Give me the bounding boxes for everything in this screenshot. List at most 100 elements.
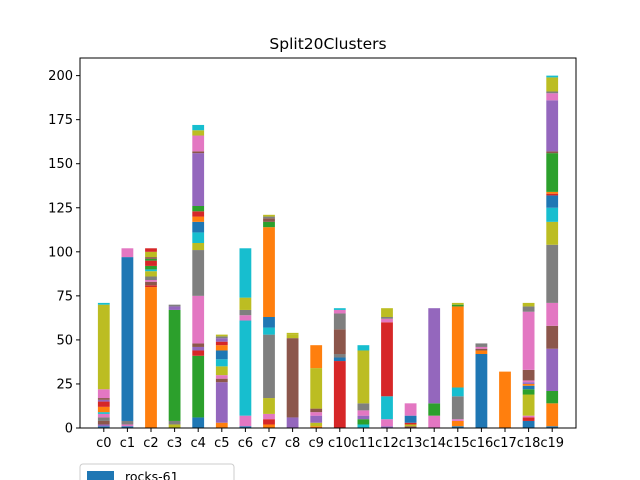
bar-segment-c12-1 bbox=[381, 419, 393, 427]
legend: rocks-61 bbox=[79, 463, 235, 480]
plot-frame bbox=[79, 57, 577, 429]
bar-segment-c4-1 bbox=[192, 355, 205, 418]
bar-segment-c0-1 bbox=[97, 424, 110, 427]
bar-segment-c4-5 bbox=[192, 295, 205, 344]
bar-segment-c11-3 bbox=[357, 410, 370, 416]
bar-segment-c16-3 bbox=[475, 346, 488, 349]
bar-segment-c2-7 bbox=[145, 265, 157, 270]
x-tick-label-c2: c2 bbox=[143, 436, 158, 451]
bar-segment-c15-5 bbox=[451, 306, 464, 388]
x-axis: c0 c1 c2 c3 c4 c5 c6 c7 c8 c9 c10 c11 c12 c13 c14 c15 c1… bbox=[96, 428, 564, 451]
bar-segment-c18-3 bbox=[522, 394, 535, 416]
bar-segment-c3-1 bbox=[168, 420, 181, 425]
x-tick-label-c18: c18 bbox=[517, 436, 541, 451]
y-tick-label-125: 125 bbox=[48, 201, 73, 216]
bar-segment-c17-0 bbox=[499, 371, 511, 428]
bar-segment-c18-1 bbox=[522, 417, 535, 421]
bar-segment-c12-6 bbox=[381, 308, 393, 317]
bar-segment-c2-9 bbox=[145, 258, 157, 261]
bar-segment-c10-2 bbox=[333, 354, 346, 358]
bar-segment-c19-16 bbox=[546, 91, 559, 94]
bar-segment-c7-9 bbox=[263, 218, 275, 222]
bar-segment-c16-1 bbox=[475, 350, 488, 354]
bar-segment-c7-1 bbox=[263, 419, 275, 425]
bar-segment-c12-3 bbox=[381, 322, 393, 397]
bar-segment-c4-12 bbox=[192, 206, 205, 212]
y-axis: 0 25 50 75 100 125 150 175 200 bbox=[48, 69, 80, 437]
bar-segment-c8-1 bbox=[286, 338, 299, 418]
bar-segment-c18-8 bbox=[522, 380, 535, 383]
bar-segment-c1-4 bbox=[121, 248, 134, 258]
bar-segment-c9-0 bbox=[310, 426, 323, 428]
bar-segment-c6-6 bbox=[239, 248, 252, 298]
bar-segment-c0-3 bbox=[97, 417, 110, 421]
x-tick-label-c9: c9 bbox=[308, 436, 323, 451]
bar-segment-c4-3 bbox=[192, 346, 205, 351]
bar-segment-c6-5 bbox=[239, 297, 252, 310]
bar-segment-c15-2 bbox=[451, 419, 464, 421]
bar-segment-c19-11 bbox=[546, 191, 559, 194]
bar-segment-c12-0 bbox=[381, 426, 393, 428]
x-tick-label-c19: c19 bbox=[540, 436, 564, 451]
bar-segment-c14-0 bbox=[428, 415, 441, 428]
bar-segment-c19-13 bbox=[546, 151, 559, 154]
bar-segment-c9-5 bbox=[310, 368, 323, 409]
bar-segment-c7-0 bbox=[263, 424, 275, 428]
bar-segment-c19-14 bbox=[546, 100, 559, 152]
bar-segment-c2-6 bbox=[145, 269, 157, 272]
y-tick-label-75: 75 bbox=[56, 289, 73, 304]
y-tick-label-0: 0 bbox=[65, 422, 73, 437]
bar-segment-c9-3 bbox=[310, 412, 323, 416]
bar-segment-c5-5 bbox=[215, 359, 228, 367]
bar-segment-c15-4 bbox=[451, 387, 464, 397]
bar-segment-c0-6 bbox=[97, 406, 110, 413]
bar-segment-c4-8 bbox=[192, 232, 205, 243]
bar-segment-c10-6 bbox=[333, 308, 346, 310]
bar-segment-c13-1 bbox=[404, 424, 417, 427]
bar-segment-c18-0 bbox=[522, 420, 535, 428]
bar-segment-c6-4 bbox=[239, 309, 252, 316]
bar-segment-c2-8 bbox=[145, 260, 157, 266]
chart-title: Split20Clusters bbox=[269, 35, 386, 53]
y-tick-label-150: 150 bbox=[48, 157, 73, 172]
bar-segment-c4-15 bbox=[192, 135, 205, 152]
bar-segment-c15-6 bbox=[451, 304, 464, 307]
x-tick-label-c12: c12 bbox=[375, 436, 399, 451]
bar-segment-c3-2 bbox=[168, 309, 181, 421]
bars-group bbox=[97, 75, 559, 428]
bar-segment-c0-10 bbox=[97, 389, 110, 399]
bar-segment-c4-7 bbox=[192, 243, 205, 251]
x-tick-label-c8: c8 bbox=[285, 436, 300, 451]
legend-swatch bbox=[87, 471, 114, 480]
bar-segment-c11-1 bbox=[357, 419, 370, 425]
bar-segment-c7-10 bbox=[263, 216, 275, 219]
bar-segment-c18-2 bbox=[522, 415, 535, 418]
x-tick-label-c6: c6 bbox=[238, 436, 253, 451]
bar-segment-c1-3 bbox=[121, 257, 134, 421]
x-tick-label-c13: c13 bbox=[399, 436, 423, 451]
bar-segment-c3-3 bbox=[168, 306, 181, 310]
bar-segment-c10-5 bbox=[333, 309, 346, 314]
bar-segment-c0-11 bbox=[97, 304, 110, 390]
bar-segment-c18-10 bbox=[522, 311, 535, 370]
bar-segment-c4-0 bbox=[192, 417, 205, 428]
bar-segment-c19-12 bbox=[546, 153, 559, 192]
legend-box bbox=[79, 463, 235, 480]
bar-segment-c4-9 bbox=[192, 221, 205, 233]
bar-segment-c4-2 bbox=[192, 350, 205, 356]
bar-segment-c3-0 bbox=[168, 424, 181, 428]
x-tick-label-c17: c17 bbox=[493, 436, 517, 451]
bar-segment-c15-7 bbox=[451, 302, 464, 305]
bar-segment-c15-0 bbox=[451, 426, 464, 428]
bar-segment-c5-1 bbox=[215, 382, 228, 423]
bar-segment-c5-4 bbox=[215, 366, 228, 376]
bar-segment-c15-1 bbox=[451, 420, 464, 427]
y-tick-label-175: 175 bbox=[48, 113, 73, 128]
bar-segment-c19-9 bbox=[546, 195, 559, 208]
bar-segment-c0-8 bbox=[97, 399, 110, 402]
bar-segment-c19-18 bbox=[546, 75, 559, 78]
bar-segment-c19-15 bbox=[546, 93, 559, 101]
x-tick-label-c0: c0 bbox=[96, 436, 111, 451]
bar-segment-c8-0 bbox=[286, 417, 299, 428]
bar-segment-c0-9 bbox=[97, 398, 110, 400]
